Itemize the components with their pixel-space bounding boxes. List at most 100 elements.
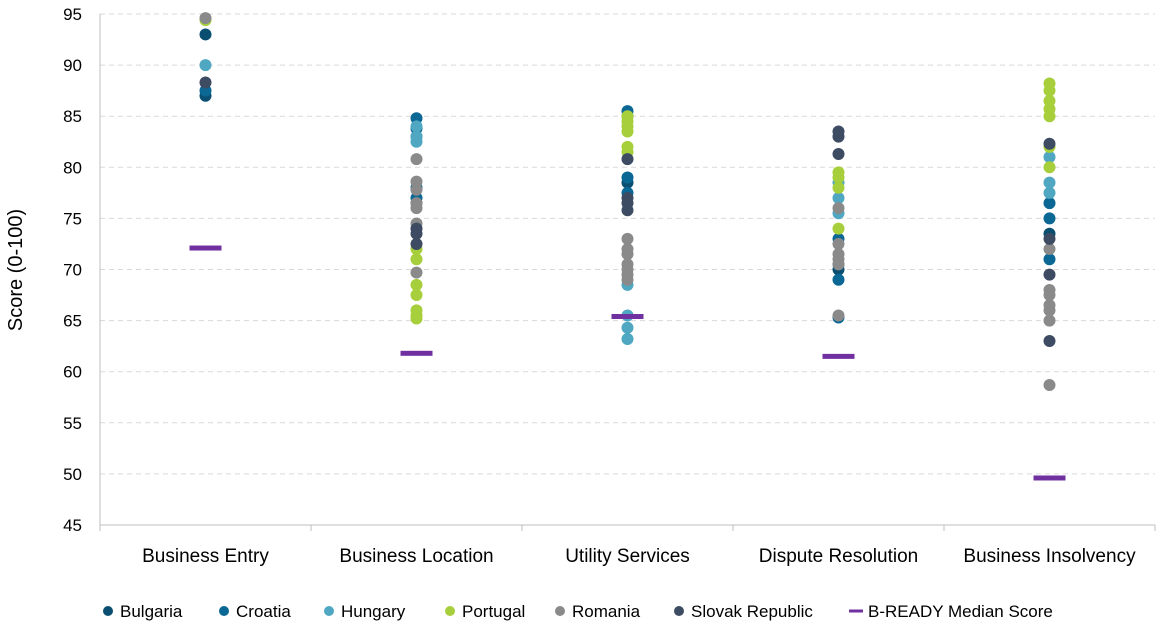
- legend-marker: [103, 606, 113, 616]
- data-point: [1043, 84, 1056, 97]
- y-tick-label: 50: [63, 465, 82, 484]
- legend: Bulgaria Croatia Hungary Portugal Romania Slo…: [103, 602, 1053, 621]
- data-point: [1043, 232, 1056, 245]
- median-marker: [1033, 475, 1066, 481]
- data-point: [199, 76, 212, 89]
- data-point: [832, 309, 845, 322]
- data-point: [1043, 110, 1056, 123]
- data-point: [621, 332, 634, 345]
- y-tick-label: 45: [63, 516, 82, 535]
- data-point: [1043, 253, 1056, 266]
- y-tick-label: 70: [63, 261, 82, 280]
- y-tick-labels: 45 50 55 60 65 70 75 80 85 90 95: [63, 5, 82, 535]
- data-point: [621, 248, 634, 261]
- y-tick-label: 65: [63, 312, 82, 331]
- data-point: [410, 253, 423, 266]
- legend-label: Portugal: [462, 602, 525, 621]
- data-point: [621, 171, 634, 184]
- median-marker: [611, 314, 644, 320]
- data-point: [621, 204, 634, 217]
- legend-label: Slovak Republic: [691, 602, 813, 621]
- data-point: [832, 258, 845, 271]
- data-point: [1043, 151, 1056, 164]
- legend-item: Croatia: [219, 602, 291, 621]
- x-category-label: Utility Services: [565, 546, 690, 567]
- x-category-label: Dispute Resolution: [759, 546, 918, 567]
- y-tick-label: 60: [63, 363, 82, 382]
- legend-label: Croatia: [236, 602, 291, 621]
- data-point: [410, 202, 423, 215]
- data-point: [832, 148, 845, 161]
- legend-label: Bulgaria: [120, 602, 183, 621]
- data-point: [621, 232, 634, 245]
- data-point: [1043, 268, 1056, 281]
- legend-item: B-READY Median Score: [849, 602, 1053, 621]
- data-point: [199, 28, 212, 41]
- data-points: [199, 12, 1056, 391]
- data-point: [410, 183, 423, 196]
- x-category-label: Business Entry: [142, 546, 269, 567]
- legend-marker: [324, 606, 334, 616]
- legend-marker: [219, 606, 229, 616]
- axes: [99, 14, 1155, 526]
- data-point: [1043, 176, 1056, 189]
- data-point: [1043, 314, 1056, 327]
- legend-item: Romania: [555, 602, 641, 621]
- data-point: [410, 153, 423, 166]
- legend-item: Hungary: [324, 602, 406, 621]
- data-point: [410, 237, 423, 250]
- data-point: [621, 153, 634, 166]
- legend-marker: [674, 606, 684, 616]
- data-point: [410, 227, 423, 240]
- data-point: [1043, 137, 1056, 150]
- data-point: [1043, 243, 1056, 256]
- legend-item: Bulgaria: [103, 602, 183, 621]
- legend-item: Portugal: [445, 602, 525, 621]
- data-point: [832, 237, 845, 250]
- data-point: [1043, 378, 1056, 391]
- data-point: [410, 120, 423, 133]
- y-tick-label: 80: [63, 158, 82, 177]
- data-point: [1043, 289, 1056, 302]
- data-point: [199, 59, 212, 72]
- legend-label: B-READY Median Score: [868, 602, 1053, 621]
- data-point: [621, 125, 634, 138]
- legend-marker: [445, 606, 455, 616]
- data-point: [1043, 161, 1056, 174]
- legend-marker: [555, 606, 565, 616]
- legend-marker: [849, 609, 863, 613]
- data-point: [1043, 186, 1056, 199]
- median-marker: [400, 350, 433, 356]
- median-marker: [822, 353, 855, 359]
- legend-item: Slovak Republic: [674, 602, 813, 621]
- y-tick-label: 85: [63, 107, 82, 126]
- data-point: [832, 191, 845, 204]
- x-category-label: Business Insolvency: [963, 546, 1136, 567]
- data-point: [1043, 197, 1056, 210]
- y-tick-label: 55: [63, 414, 82, 433]
- data-point: [832, 130, 845, 143]
- data-point: [410, 278, 423, 291]
- legend-label: Romania: [572, 602, 641, 621]
- y-tick-label: 90: [63, 56, 82, 75]
- data-point: [621, 273, 634, 286]
- category-labels: Business Entry Business Location Utility S…: [99, 525, 1156, 567]
- data-point: [621, 321, 634, 334]
- data-point: [832, 222, 845, 235]
- data-point: [832, 181, 845, 194]
- data-point: [199, 12, 212, 25]
- data-point: [1043, 212, 1056, 225]
- legend-label: Hungary: [341, 602, 406, 621]
- y-axis-title: Score (0-100): [5, 209, 27, 331]
- y-tick-label: 75: [63, 209, 82, 228]
- data-point: [1043, 304, 1056, 317]
- data-point: [832, 273, 845, 286]
- median-marker: [189, 245, 222, 251]
- data-point: [410, 312, 423, 325]
- y-tick-label: 95: [63, 5, 82, 24]
- data-point: [410, 266, 423, 279]
- data-point: [1043, 335, 1056, 348]
- x-category-label: Business Location: [339, 546, 493, 567]
- data-point: [832, 202, 845, 215]
